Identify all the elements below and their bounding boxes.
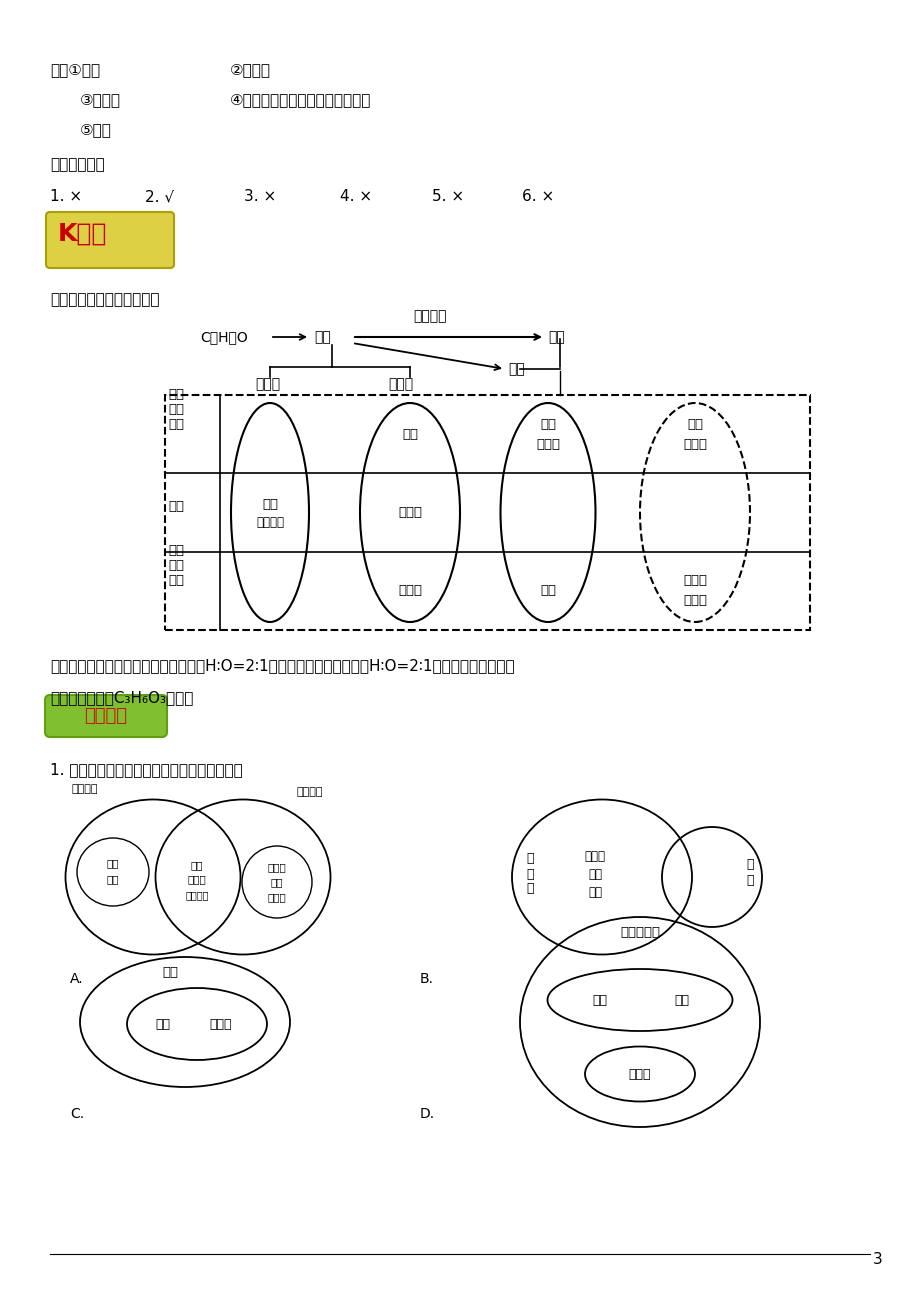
- Text: 5. ×: 5. ×: [432, 189, 463, 204]
- Text: 追踪典例: 追踪典例: [85, 707, 128, 725]
- Text: 【易错警示】并非所有糖类分子中都是H∶O=2∶1，如脱氧核糖等；分子中H∶O=2∶1的物质也不一定都是: 【易错警示】并非所有糖类分子中都是H∶O=2∶1，如脱氧核糖等；分子中H∶O=2…: [50, 658, 514, 673]
- Text: 【课前小测】: 【课前小测】: [50, 158, 105, 172]
- Text: 纤维素: 纤维素: [682, 437, 706, 450]
- Text: 还: 还: [526, 853, 533, 866]
- Text: 多糖: 多糖: [548, 329, 564, 344]
- Text: 2. √: 2. √: [145, 189, 174, 204]
- Text: 一、糖类的化学组成和种类: 一、糖类的化学组成和种类: [50, 292, 159, 307]
- Text: 六碳糖: 六碳糖: [388, 378, 413, 391]
- Text: 纤维素: 纤维素: [267, 892, 286, 902]
- Text: 果糖: 果糖: [587, 868, 601, 881]
- Text: 糖原: 糖原: [107, 858, 119, 868]
- Text: 糖: 糖: [526, 883, 533, 896]
- Text: 麦芽糖: 麦芽糖: [267, 862, 286, 872]
- Text: 固醇: 固醇: [592, 993, 607, 1006]
- Text: 生物大分子: 生物大分子: [619, 926, 659, 939]
- Text: 动物细胞: 动物细胞: [72, 784, 98, 794]
- Text: ⑤核心: ⑤核心: [80, 122, 112, 137]
- Text: 麦芽糖: 麦芽糖: [536, 437, 560, 450]
- Text: 6. ×: 6. ×: [521, 189, 553, 204]
- Text: 淀粉: 淀粉: [674, 993, 688, 1006]
- Text: 3. ×: 3. ×: [244, 189, 276, 204]
- Text: 果糖: 果糖: [402, 427, 417, 440]
- Text: 糖: 糖: [745, 874, 753, 887]
- Text: 植物
细胞
特有: 植物 细胞 特有: [168, 388, 184, 431]
- Bar: [165, 395, 809, 630]
- Text: A.: A.: [70, 973, 84, 986]
- Text: 淀粉: 淀粉: [270, 878, 283, 887]
- Text: K重点: K重点: [58, 223, 108, 246]
- Text: ④若干个相连的碳原子构成的碳链: ④若干个相连的碳原子构成的碳链: [230, 92, 371, 107]
- Text: 肌糖原: 肌糖原: [682, 594, 706, 607]
- Text: 脱水缩合: 脱水缩合: [413, 309, 447, 323]
- Text: 脱氧核糖: 脱氧核糖: [185, 891, 209, 900]
- Text: 脱氧核糖: 脱氧核糖: [255, 516, 284, 529]
- Text: 性激素: 性激素: [210, 1017, 232, 1030]
- Text: 脂肪: 脂肪: [162, 966, 177, 979]
- Text: 纤维素: 纤维素: [628, 1068, 651, 1081]
- Text: ③核苷酸: ③核苷酸: [80, 92, 121, 107]
- Text: 原: 原: [526, 867, 533, 880]
- Text: 肝糖原: 肝糖原: [682, 574, 706, 587]
- Text: 3: 3: [872, 1253, 882, 1268]
- Text: 乳糖: 乳糖: [539, 585, 555, 598]
- Text: 1. 下列图中动植物糖类、脂质的分类正确的是: 1. 下列图中动植物糖类、脂质的分类正确的是: [50, 762, 243, 777]
- Text: 乳糖: 乳糖: [107, 874, 119, 884]
- Text: 半乳糖: 半乳糖: [398, 585, 422, 598]
- Text: 蔗糖: 蔗糖: [539, 418, 555, 431]
- Text: 葡萄糖: 葡萄糖: [187, 874, 206, 884]
- Text: 葡萄糖: 葡萄糖: [398, 506, 422, 519]
- Text: 1. ×: 1. ×: [50, 189, 82, 204]
- Text: 核糖: 核糖: [262, 497, 278, 510]
- Text: 五碳糖: 五碳糖: [255, 378, 279, 391]
- Text: 葡萄糖: 葡萄糖: [584, 850, 605, 863]
- Text: D.: D.: [420, 1107, 435, 1121]
- Text: 二糖: 二糖: [507, 362, 524, 376]
- Text: B.: B.: [420, 973, 434, 986]
- Text: 糖类，如乳酸（C₃H₆O₃）等。: 糖类，如乳酸（C₃H₆O₃）等。: [50, 690, 193, 704]
- Text: 4. ×: 4. ×: [340, 189, 371, 204]
- Text: 二: 二: [745, 858, 753, 871]
- Text: 共有: 共有: [168, 500, 184, 513]
- Text: 固醇: 固醇: [155, 1017, 170, 1030]
- FancyBboxPatch shape: [45, 695, 167, 737]
- Text: 蔗糖: 蔗糖: [587, 887, 601, 900]
- Text: 核糖: 核糖: [190, 861, 203, 870]
- Text: 植物细胞: 植物细胞: [297, 786, 323, 797]
- Text: 淀粉: 淀粉: [686, 418, 702, 431]
- Text: C、H、O: C、H、O: [199, 329, 247, 344]
- Text: ②氨基酸: ②氨基酸: [230, 62, 271, 77]
- Text: C.: C.: [70, 1107, 84, 1121]
- Text: 三、①单糖: 三、①单糖: [50, 62, 100, 77]
- Text: 动物
细胞
特有: 动物 细胞 特有: [168, 544, 184, 587]
- FancyBboxPatch shape: [46, 212, 174, 268]
- Text: 单糖: 单糖: [313, 329, 331, 344]
